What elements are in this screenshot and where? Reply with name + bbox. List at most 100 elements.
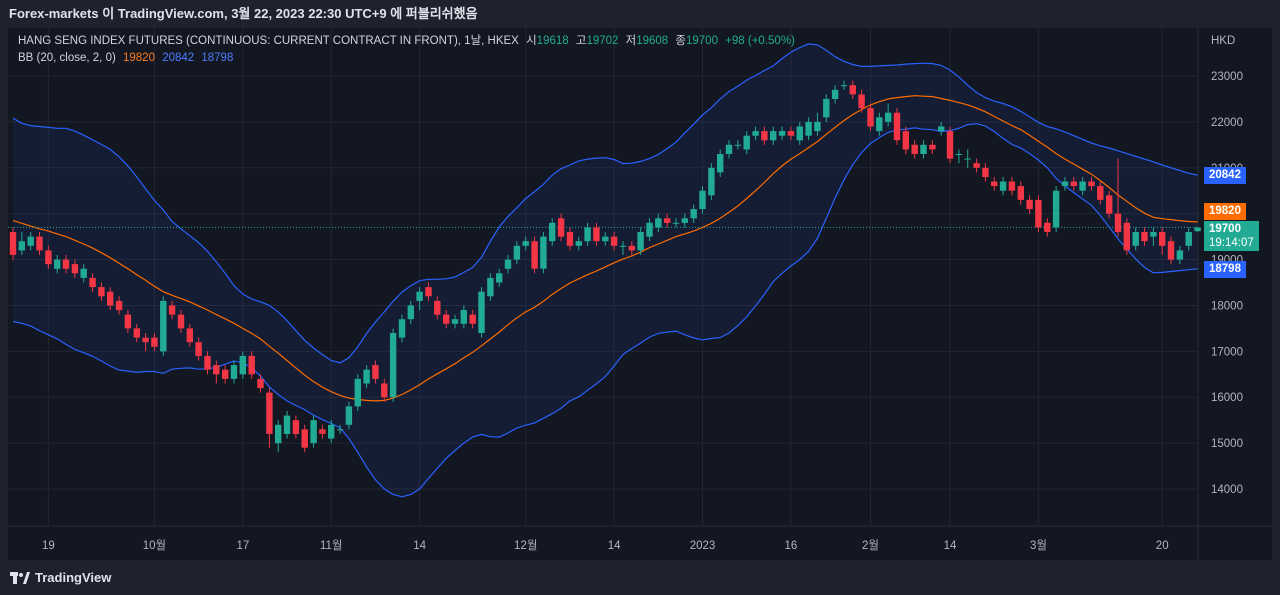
high-label: 고 — [575, 35, 587, 47]
time-tick-label: 14 — [944, 540, 957, 552]
candle-body — [858, 94, 865, 109]
candlestick-chart[interactable]: 1400015000160001700018000190002000021000… — [8, 28, 1272, 560]
footer: TradingView — [0, 560, 1280, 595]
bb-upper-price-tag: 20842 — [1204, 167, 1246, 184]
candle-body — [999, 181, 1007, 191]
candle-body — [1035, 199, 1042, 228]
candle-body — [1026, 199, 1033, 210]
close-label: 종 — [675, 35, 686, 47]
candle-body — [89, 277, 96, 288]
candle-body — [628, 245, 635, 251]
candle-body — [98, 287, 105, 297]
candle-body — [151, 337, 158, 347]
bb-band-fill — [13, 43, 1198, 497]
candle-body — [195, 342, 202, 356]
candle-body — [664, 218, 671, 223]
price-tick-label: 18000 — [1211, 300, 1243, 312]
candle-body — [770, 131, 777, 141]
candle-body — [160, 300, 167, 352]
candle-body — [310, 420, 317, 444]
candle-body — [230, 365, 238, 379]
candle-body — [575, 241, 582, 246]
candle-body — [743, 135, 750, 150]
symbol-title[interactable]: HANG SENG INDEX FUTURES (CONTINUOUS: CUR… — [18, 35, 519, 47]
candle-body — [787, 131, 795, 136]
bb-lower-price-tag-text: 18798 — [1209, 263, 1241, 275]
candle-body — [168, 305, 176, 315]
candle-body — [867, 108, 874, 127]
indicator-title[interactable]: BB (20, close, 2, 0) — [18, 52, 116, 64]
candle-body — [531, 241, 538, 269]
candle-body — [27, 236, 34, 246]
candle-body — [319, 429, 326, 434]
candle-body — [540, 236, 547, 269]
change-value: +98 (+0.50%) — [725, 35, 795, 47]
price-tick-label: 15000 — [1211, 438, 1243, 450]
candle-body — [222, 369, 229, 379]
candle-body — [796, 126, 803, 141]
candle-body — [1141, 232, 1148, 242]
candle-body — [1097, 186, 1104, 200]
candle-body — [566, 232, 574, 246]
candle-body — [946, 131, 954, 159]
time-tick-label: 14 — [413, 540, 426, 552]
candle-body — [345, 406, 353, 425]
price-tick-label: 22000 — [1211, 117, 1243, 129]
open-value: 19618 — [536, 35, 569, 47]
candle-body — [991, 181, 998, 187]
candle-body — [681, 218, 688, 223]
candle-body — [487, 277, 494, 297]
tradingview-logo[interactable]: TradingView — [10, 570, 111, 585]
candle-body — [602, 236, 609, 242]
candle-body — [363, 369, 370, 384]
candle-body — [593, 227, 600, 242]
bb-basis-line — [12, 95, 1198, 402]
price-tick-label: 14000 — [1211, 484, 1243, 496]
candle-body — [257, 378, 264, 389]
candle-body — [619, 245, 627, 247]
candle-body — [1194, 227, 1201, 232]
candle-body — [213, 365, 220, 375]
bb-upper-value: 20842 — [162, 52, 195, 64]
price-tick-label: 19000 — [1211, 255, 1243, 267]
candle-body — [911, 144, 918, 154]
candle-body — [513, 245, 521, 260]
time-tick-label: 12월 — [514, 539, 537, 552]
time-tick-label: 2월 — [862, 539, 879, 552]
candle-body — [725, 144, 733, 154]
candle-body — [584, 227, 591, 242]
chart-pane[interactable]: 1400015000160001700018000190002000021000… — [8, 28, 1272, 560]
candle-body — [460, 310, 467, 324]
candle-body — [71, 264, 79, 274]
candle-body — [637, 232, 644, 251]
candle-body — [36, 236, 43, 251]
candle-body — [283, 415, 291, 434]
candle-body — [708, 167, 715, 196]
candle-body — [1079, 181, 1086, 191]
candle-body — [18, 241, 25, 251]
bb-upper-price-tag-text: 20842 — [1209, 169, 1241, 181]
candle-body — [964, 158, 971, 160]
bb-basis-value: 19820 — [123, 52, 155, 64]
candle-body — [557, 218, 565, 237]
candle-body — [893, 112, 901, 141]
candle-body — [1167, 241, 1175, 260]
price-axis-currency: HKD — [1211, 35, 1235, 47]
candle-body — [80, 268, 87, 278]
bb-upper-line — [12, 43, 1198, 364]
candle-body — [610, 236, 618, 246]
candle-body — [133, 328, 140, 338]
candle-body — [690, 209, 697, 219]
candle-body — [761, 131, 768, 141]
candle-body — [142, 337, 149, 343]
candle-body — [973, 163, 980, 168]
candle-body — [1106, 195, 1113, 214]
open-label: 시 — [526, 35, 537, 47]
publish-header-text: Forex-markets 이 TradingView.com, 3월 22, … — [9, 6, 478, 21]
low-label: 저 — [625, 35, 637, 47]
candle-body — [54, 259, 61, 269]
candle-body — [443, 314, 450, 324]
candle-body — [354, 378, 361, 407]
candle-body — [381, 383, 388, 398]
bb-lower-value: 18798 — [201, 52, 234, 64]
